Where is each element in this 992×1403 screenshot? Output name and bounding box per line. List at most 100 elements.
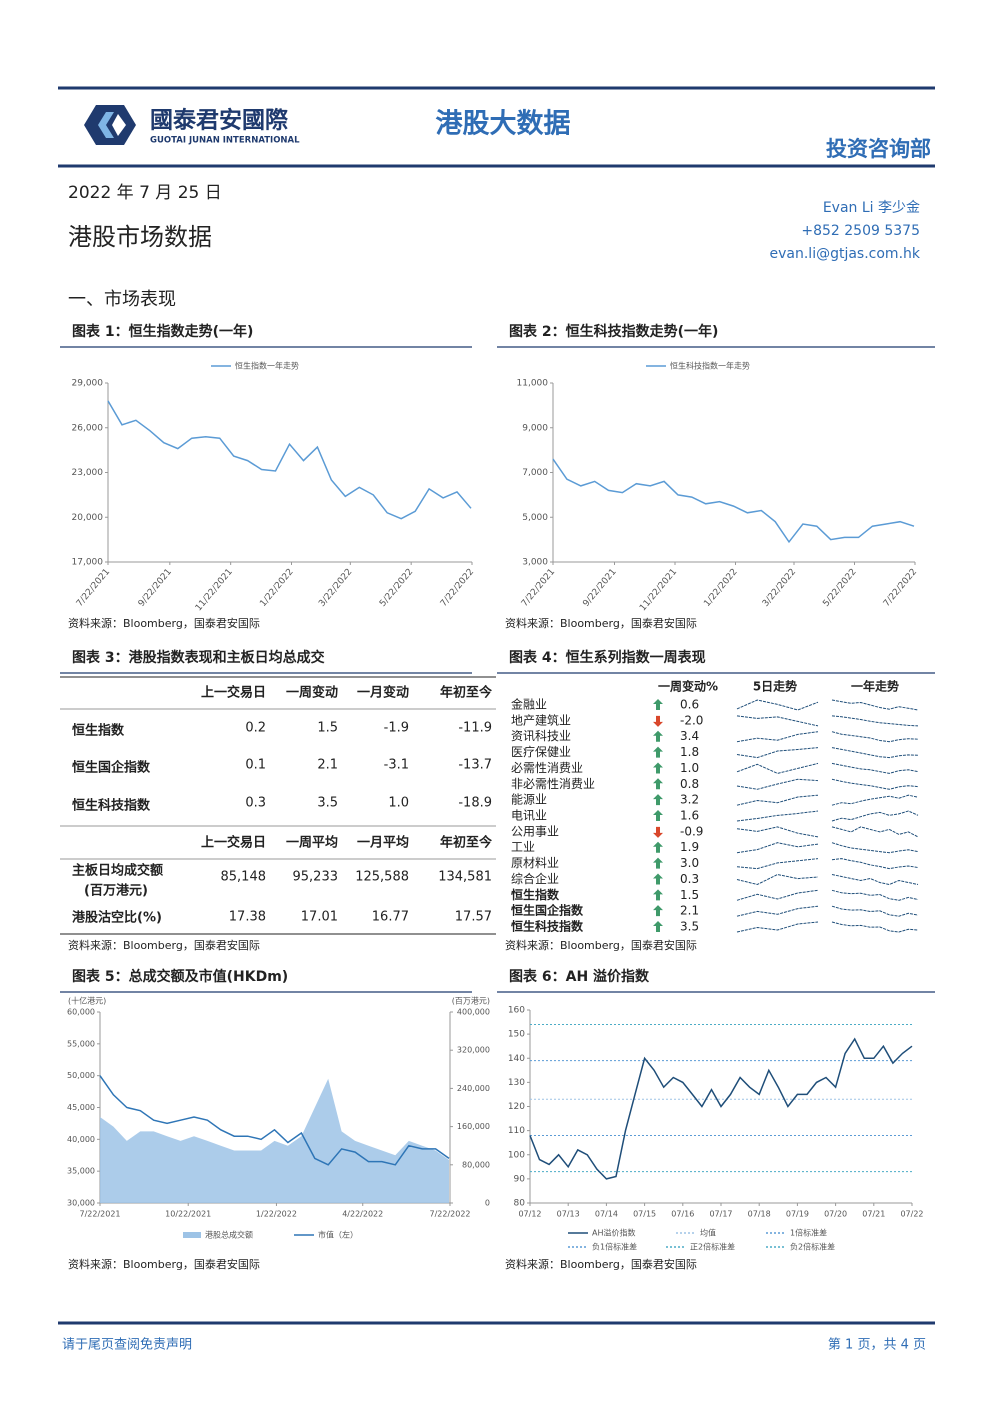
y-tick-label: 3,000 — [522, 558, 548, 568]
source: 资料来源：Bloomberg，国泰君安国际 — [68, 616, 260, 630]
legend-label: AH溢价指数 — [592, 1228, 636, 1238]
change-arrow — [653, 762, 663, 774]
legend-swatch — [183, 1232, 201, 1238]
row-name: 金融业 — [511, 697, 547, 712]
change-arrow — [653, 746, 663, 758]
source: 资料来源：Bloomberg，国泰君安国际 — [68, 938, 260, 952]
y-tick-label: 20,000 — [72, 513, 104, 523]
x-tick-label: 4/22/2022 — [342, 1210, 383, 1219]
change-arrow — [653, 826, 663, 838]
sparkline — [831, 905, 919, 917]
change-arrow — [653, 715, 663, 727]
page-number: 第 1 页，共 4 页 — [828, 1338, 926, 1353]
y-tick-label: 29,000 — [72, 379, 104, 389]
legend-label: 正2倍标准差 — [690, 1242, 735, 1252]
change: 3.2 — [680, 793, 699, 807]
table-header: 一周变动% — [658, 679, 718, 694]
change-arrow — [653, 699, 663, 710]
logo-en: GUOTAI JUNAN INTERNATIONAL — [150, 136, 300, 146]
row-name: 港股沽空比(%) — [72, 910, 162, 926]
x-tick-label: 11/22/2021 — [638, 567, 679, 613]
sparkline — [736, 715, 819, 727]
y-tick-label: 140 — [508, 1054, 525, 1064]
table-cell: 134,581 — [438, 870, 492, 885]
source: 资料来源：Bloomberg，国泰君安国际 — [68, 1257, 260, 1271]
x-tick-label: 7/22/2021 — [75, 567, 112, 609]
section-title: 一、市场表现 — [68, 289, 176, 310]
change-arrow — [653, 889, 663, 901]
x-tick-label: 5/22/2022 — [821, 567, 858, 609]
sparkline — [736, 826, 819, 838]
figure-title: 图表 4：恒生系列指数一周表现 — [509, 649, 706, 666]
y2-tick-label: 0 — [485, 1199, 490, 1208]
table-cell: 16.77 — [372, 910, 409, 925]
table-cell: 17.38 — [229, 910, 266, 925]
sparkline — [831, 842, 919, 854]
y-tick-label: 26,000 — [72, 423, 104, 433]
x-tick-label: 3/22/2022 — [761, 567, 798, 609]
row-name: 非必需性消费业 — [511, 777, 595, 791]
row-name: 工业 — [511, 840, 535, 854]
sparkline — [831, 889, 919, 901]
disclaimer: 请于尾页查阅免责声明 — [62, 1338, 192, 1353]
date: 2022 年 7 月 25 日 — [68, 183, 222, 203]
table-header: 上一交易日 — [201, 685, 266, 701]
sparkline — [831, 778, 919, 790]
figure-title: 图表 6：AH 溢价指数 — [509, 968, 650, 985]
y-tick-label: 40,000 — [67, 1135, 95, 1144]
change-arrow — [653, 857, 663, 869]
table-cell: 125,588 — [355, 870, 409, 885]
y-tick-label: 45,000 — [67, 1103, 95, 1112]
sparkline — [736, 699, 819, 711]
y-tick-label: 120 — [508, 1102, 525, 1112]
table-cell: 17.57 — [455, 910, 492, 925]
y2-tick-label: 320,000 — [457, 1046, 490, 1055]
y2-unit: (百万港元) — [452, 996, 490, 1006]
x-tick-label: 10/22/2021 — [165, 1210, 211, 1219]
row-name: 恒生科技指数 — [511, 919, 584, 934]
sparkline — [736, 794, 819, 806]
change-arrow — [653, 905, 663, 917]
y2-tick-label: 240,000 — [457, 1084, 490, 1093]
x-tick-label: 07/18 — [748, 1210, 771, 1219]
line — [107, 400, 472, 520]
row-name: 能源业 — [511, 793, 547, 807]
sparkline — [831, 874, 919, 886]
y-tick-label: 150 — [508, 1030, 525, 1040]
sparkline — [736, 921, 819, 933]
table-header: 一月平均 — [357, 835, 409, 851]
sparkline — [736, 889, 819, 901]
change: 3.4 — [680, 729, 699, 743]
report-title: 港股市场数据 — [68, 223, 212, 251]
change-arrow — [653, 794, 663, 806]
figure-title: 图表 1：恒生指数走势(一年) — [72, 323, 253, 340]
x-tick-label: 07/17 — [709, 1210, 732, 1219]
y-tick-label: 100 — [508, 1150, 525, 1160]
y-tick-label: 30,000 — [67, 1199, 95, 1208]
sparkline — [831, 747, 919, 759]
x-tick-label: 1/22/2022 — [258, 567, 295, 609]
legend-label: 均值 — [700, 1228, 716, 1238]
y-tick-label: 80 — [514, 1199, 526, 1209]
change: 1.5 — [680, 888, 699, 902]
y-tick-label: 110 — [508, 1126, 525, 1136]
table-cell: 1.0 — [388, 796, 409, 811]
legend-label: 负2倍标准差 — [790, 1242, 835, 1252]
row-name: 恒生指数 — [72, 723, 125, 739]
x-tick-label: 07/16 — [671, 1210, 694, 1219]
sparkline — [831, 810, 919, 822]
legend-label: 市值（左） — [318, 1230, 358, 1240]
change-arrow — [653, 841, 663, 853]
change-arrow — [653, 873, 663, 885]
table-cell: 2.1 — [317, 758, 338, 773]
x-tick-label: 9/22/2021 — [137, 567, 174, 609]
logo-cn: 國泰君安國際 — [150, 107, 289, 134]
header-title: 港股大数据 — [436, 109, 571, 140]
area — [100, 1078, 449, 1203]
change: -2.0 — [680, 713, 703, 727]
y2-tick-label: 400,000 — [457, 1008, 490, 1017]
x-tick-label: 07/21 — [862, 1210, 885, 1219]
legend-label: 恒生科技指数一年走势 — [670, 361, 750, 371]
table-header: 上一交易日 — [201, 835, 266, 851]
